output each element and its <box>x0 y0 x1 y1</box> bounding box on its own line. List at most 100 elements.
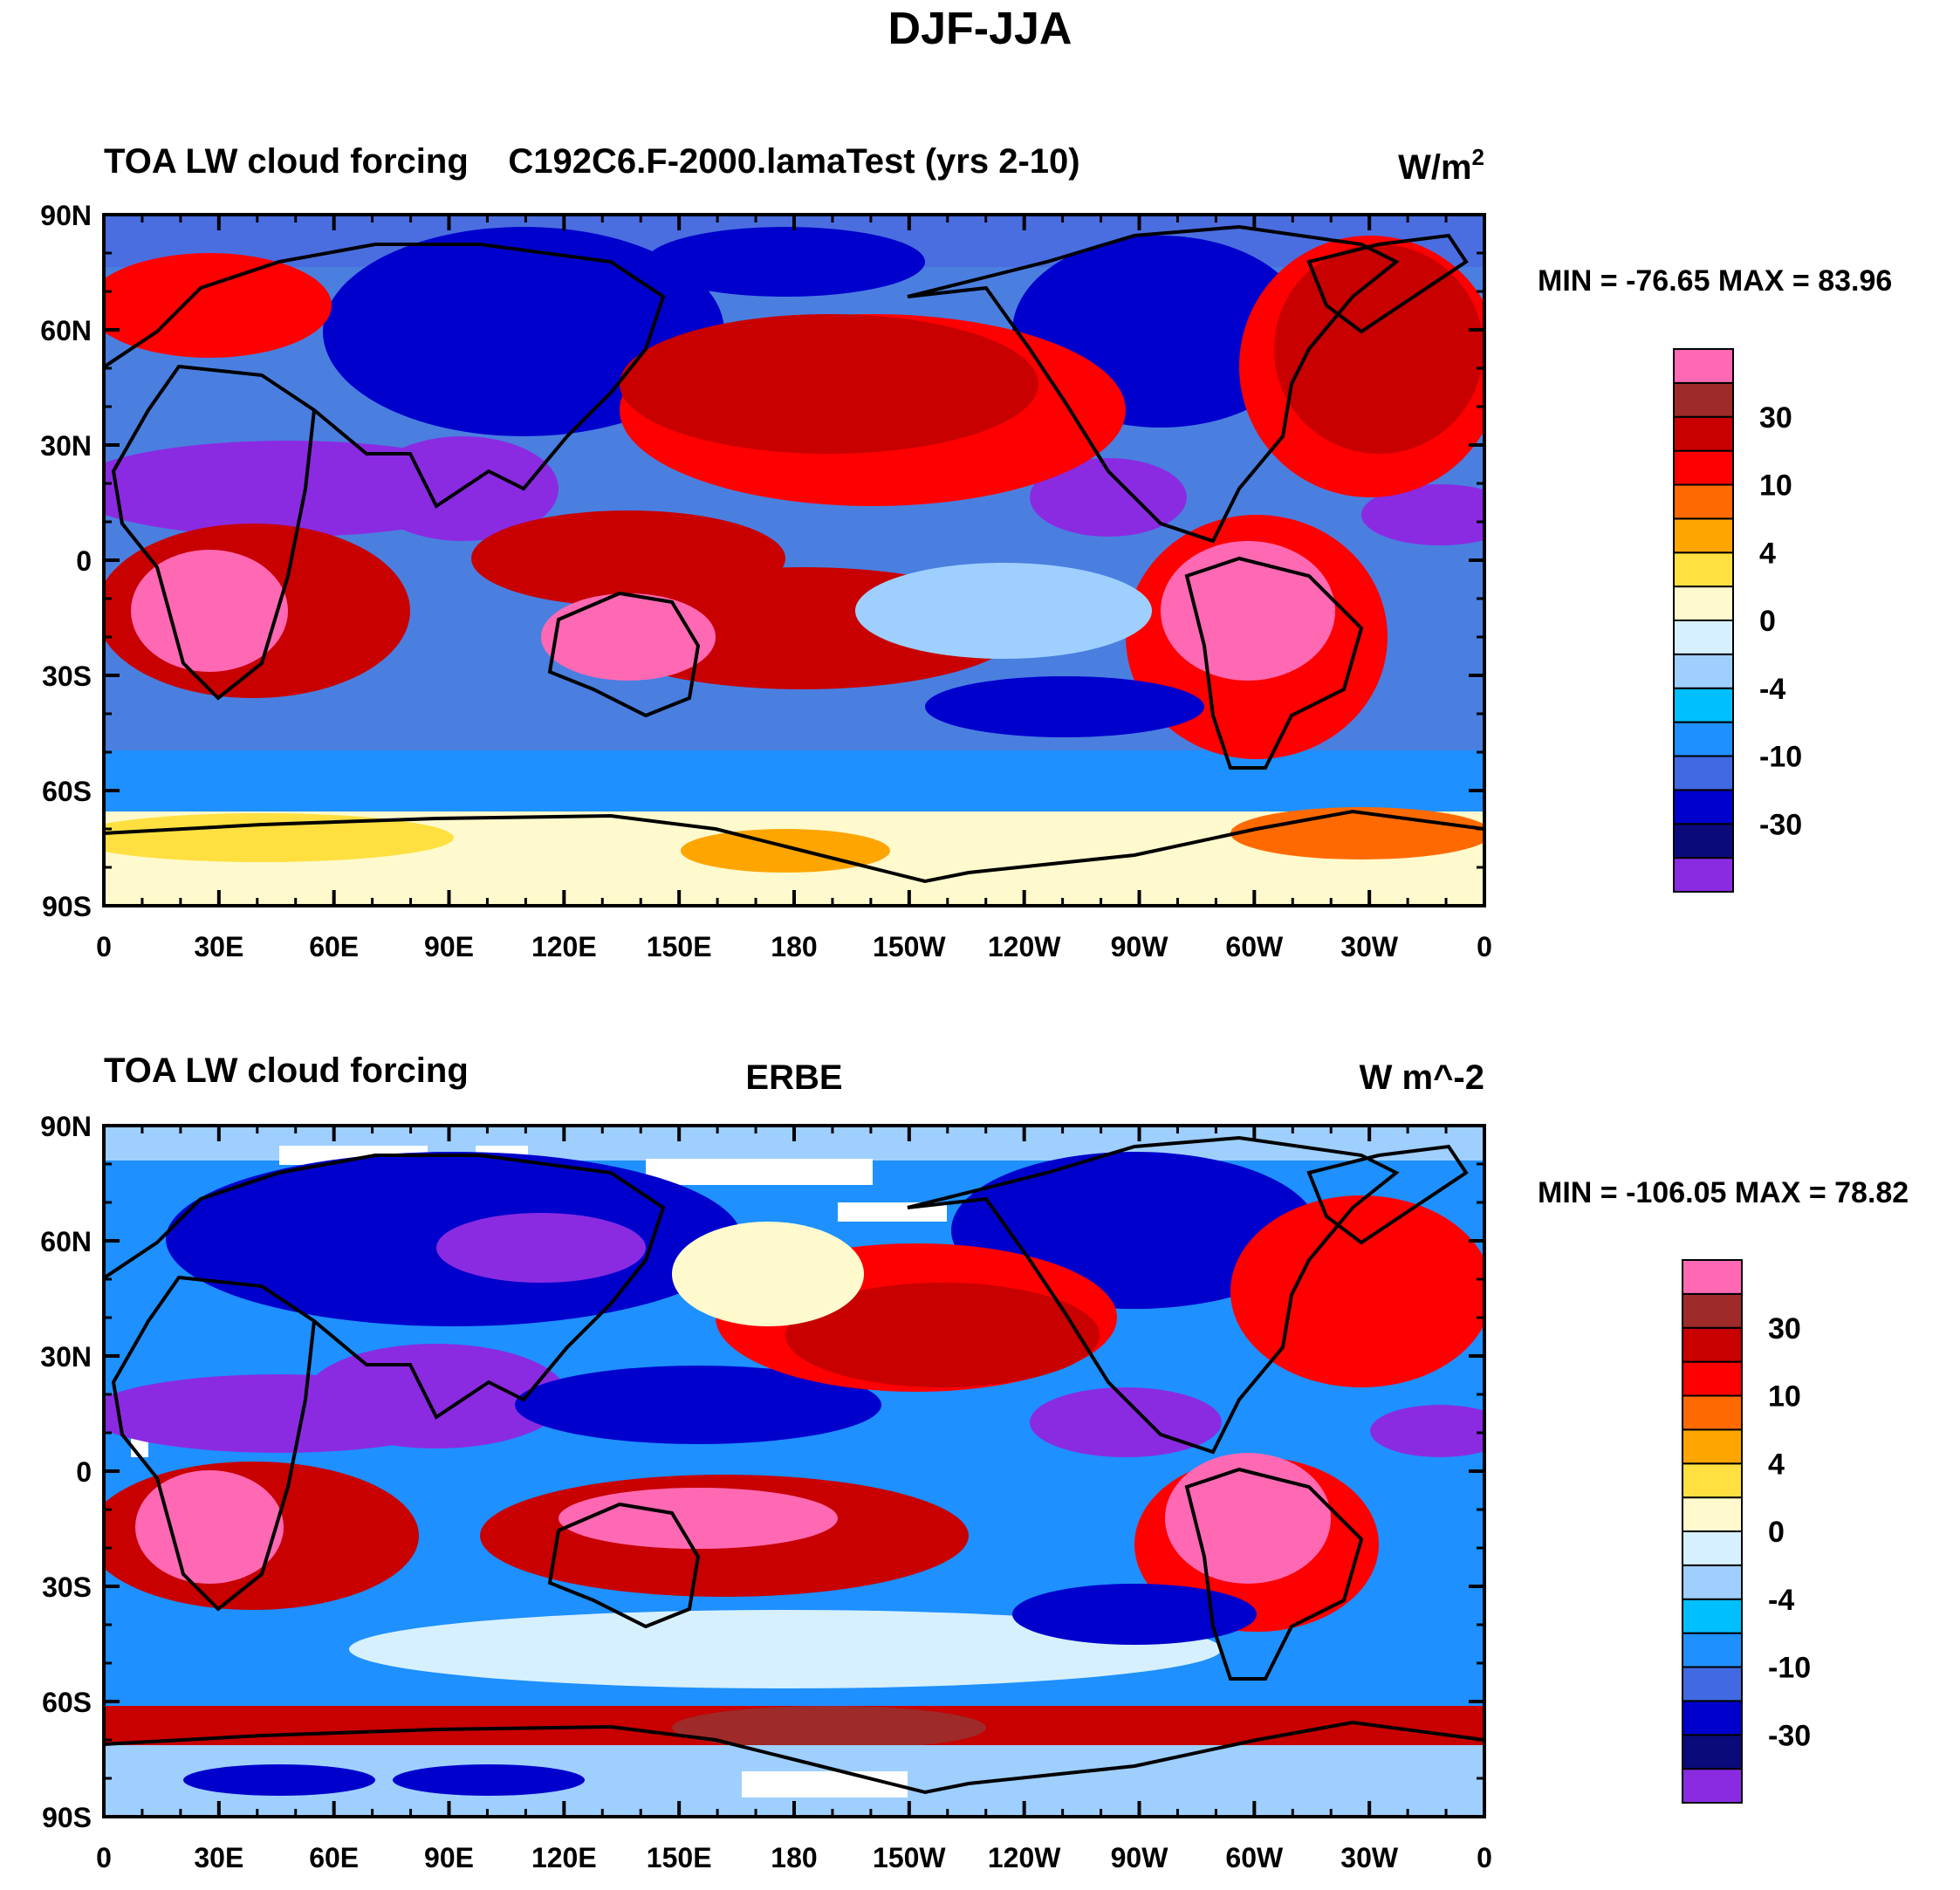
field-samerica-core <box>1165 1453 1331 1584</box>
field-safrica-core <box>131 550 288 672</box>
panel-model-units-base: W/m <box>1398 148 1471 187</box>
colorbar-model-swatch <box>1673 687 1734 723</box>
panel-obs-stats: MIN = -106.05 MAX = 78.82 <box>1538 1176 1909 1209</box>
map-model-y-tick-label: 0 <box>76 545 92 577</box>
map-obs-x-tick-label: 30W <box>1340 1842 1399 1873</box>
panel-model-center-title: C192C6.F-2000.lamaTest (yrs 2-10) <box>508 142 1079 181</box>
field-atlantic-purple <box>1361 484 1484 545</box>
colorbar-obs-swatch <box>1682 1394 1743 1431</box>
coast-south-america <box>1184 1467 1364 1681</box>
field-siberia-purple <box>436 1213 646 1283</box>
colorbar-model-swatch <box>1673 789 1734 825</box>
map-model-x-tick-label: 60E <box>309 931 359 962</box>
field-antarctic-missing <box>742 1771 908 1798</box>
field-antarctic-dark <box>672 1706 986 1750</box>
map-obs-x-tick-label: 30E <box>194 1842 243 1873</box>
colorbar-model-label: 10 <box>1759 469 1792 503</box>
panel-model-units-sup: 2 <box>1472 144 1484 170</box>
colorbar-model-swatch <box>1673 449 1734 486</box>
colorbar-obs-swatch <box>1682 1632 1743 1668</box>
map-obs-y-tick-label: 60S <box>42 1687 92 1718</box>
panel-model-stats: MIN = -76.65 MAX = 83.96 <box>1538 264 1892 298</box>
field-arctic-cold <box>646 227 925 297</box>
coast-antarctica <box>104 809 1484 884</box>
colorbar-model-swatch <box>1673 653 1734 689</box>
colorbar-obs-label: 4 <box>1768 1448 1785 1481</box>
colorbar-obs-label: 30 <box>1768 1312 1801 1346</box>
field-antarctic-cold-1 <box>183 1764 375 1796</box>
colorbar-model-swatch <box>1673 755 1734 791</box>
field-southern-ocean-band <box>104 750 1484 811</box>
map-model-x-tick-label: 30E <box>194 931 243 962</box>
field-spacific-core <box>559 1488 838 1549</box>
coast-eurasia <box>104 243 666 509</box>
field-npacific-core <box>620 314 1038 454</box>
field-antarctic-warm-2 <box>1230 807 1484 859</box>
coast-north-america <box>907 224 1400 544</box>
figure-title: DJF-JJA <box>888 3 1073 54</box>
map-model-x-tick-label: 90W <box>1111 931 1169 962</box>
colorbar-obs-label: -30 <box>1768 1719 1811 1752</box>
field-natlantic-core <box>1274 244 1484 454</box>
colorbar-obs-label: 0 <box>1768 1516 1785 1549</box>
map-model-x-tick-label: 60W <box>1225 931 1284 962</box>
field-spacific-cold <box>925 676 1204 737</box>
map-obs-x-tick-label: 60E <box>309 1842 359 1873</box>
colorbar-obs-swatch <box>1682 1292 1743 1329</box>
map-obs-x-tick-label: 180 <box>771 1842 817 1873</box>
map-model-x-tick-label: 0 <box>1477 931 1492 962</box>
map-obs-y-tick-label: 90N <box>40 1111 92 1142</box>
coast-antarctica <box>104 1720 1484 1795</box>
map-model-y-tick-label: 60N <box>40 315 92 346</box>
map-obs-y-tick-label: 30S <box>42 1572 92 1603</box>
map-obs-x-tick-label: 120W <box>988 1842 1061 1873</box>
panel-obs: TOA LW cloud forcing ERBE W m^-2 <box>40 1051 1909 1873</box>
map-model-x-tick-label: 150E <box>647 931 712 962</box>
field-australia-core <box>541 593 716 681</box>
colorbar-obs-swatch <box>1682 1564 1743 1600</box>
panel-obs-units-base: W m^-2 <box>1360 1058 1484 1097</box>
map-model-y-tick-label: 30S <box>42 661 92 692</box>
colorbar-model: -30 -10 -4 0 4 10 30 <box>1673 348 1802 893</box>
field-india-purple <box>305 1344 567 1448</box>
map-model-x-tick-label: 120E <box>531 931 597 962</box>
colorbar-obs-swatch <box>1682 1326 1743 1363</box>
map-obs-y-tick-label: 90S <box>42 1802 92 1833</box>
colorbar-model-swatch <box>1673 721 1734 757</box>
colorbar-model-swatch <box>1673 551 1734 588</box>
colorbar-model-swatch <box>1673 857 1734 893</box>
colorbar-obs-swatch <box>1682 1598 1743 1634</box>
map-model-x-tick-label: 0 <box>96 931 112 962</box>
colorbar-obs-label: 10 <box>1768 1380 1801 1414</box>
map-obs-y-tick-label: 60N <box>40 1226 92 1257</box>
field-antarctic-cold-2 <box>393 1764 585 1796</box>
field-npacific-light <box>672 1222 864 1326</box>
map-model-x-tick-label: 120W <box>988 931 1061 962</box>
coast-greenland <box>1306 1144 1469 1245</box>
colorbar-model-label: -30 <box>1759 808 1802 841</box>
colorbar-model-label: 30 <box>1759 401 1792 435</box>
panel-obs-left-title: TOA LW cloud forcing <box>104 1051 469 1090</box>
colorbar-model-swatch <box>1673 415 1734 452</box>
colorbar-obs-swatch <box>1682 1768 1743 1804</box>
map-model-y-tick-label: 90N <box>40 200 92 231</box>
colorbar-obs-label: -10 <box>1768 1652 1811 1685</box>
colorbar-model-swatch <box>1673 381 1734 418</box>
map-obs-x-tick-label: 60W <box>1225 1842 1284 1873</box>
colorbar-obs-swatch <box>1682 1700 1743 1736</box>
coast-south-america <box>1184 556 1364 770</box>
map-model-x-tick-label: 150W <box>873 931 946 962</box>
map-obs-x-tick-label: 120E <box>531 1842 597 1873</box>
panel-model-units: W/m2 <box>1398 144 1484 187</box>
field-atlantic-purple <box>1370 1405 1484 1457</box>
colorbar-model-swatch <box>1673 517 1734 554</box>
map-model-x-tick-label: 180 <box>771 931 817 962</box>
colorbar-model-label: 4 <box>1759 537 1776 570</box>
coast-australia <box>547 1502 701 1629</box>
coast-north-america <box>907 1135 1400 1455</box>
map-obs-x-tick-label: 0 <box>96 1842 112 1873</box>
colorbar-obs-swatch <box>1682 1734 1743 1770</box>
field-natlantic-warm <box>1230 1195 1484 1387</box>
map-obs-axes: 0 30E 60E 90E 120E 150E 180 150W 120W 90W 60W 30W 09… <box>40 1111 1492 1873</box>
colorbar-model-label: -10 <box>1759 741 1802 774</box>
